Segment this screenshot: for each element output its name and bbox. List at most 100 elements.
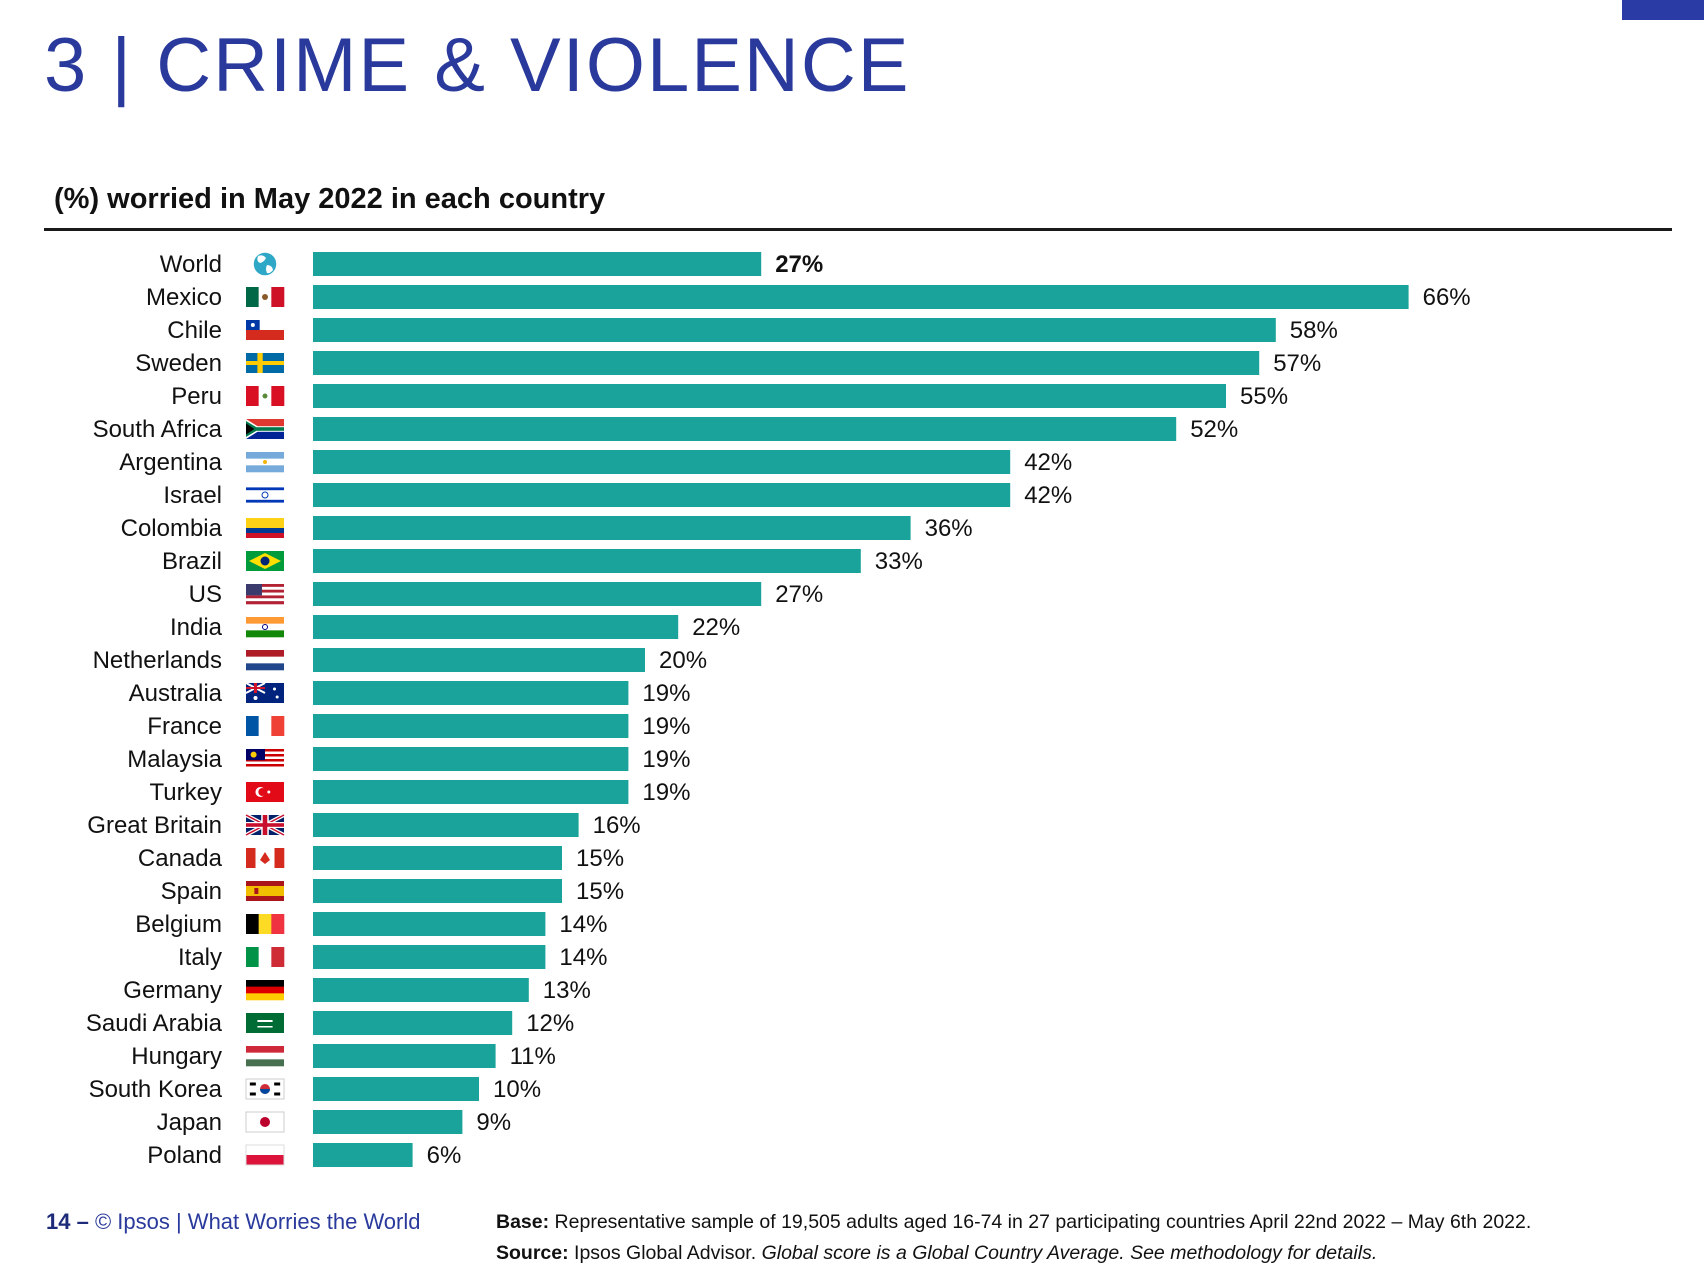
chart-subtitle: (%) worried in May 2022 in each country	[54, 183, 606, 215]
flag-brazil-icon	[246, 551, 284, 571]
value-label: 16%	[593, 812, 641, 839]
category-label: Germany	[123, 977, 222, 1004]
base-text: Representative sample of 19,505 adults a…	[554, 1211, 1532, 1233]
category-label: Poland	[147, 1142, 222, 1169]
category-label: India	[170, 614, 223, 641]
value-label: 58%	[1290, 317, 1338, 344]
value-label: 42%	[1024, 449, 1072, 476]
bar-chart: World 27% Mexico 66% Chile 58% Sweden 57% Peru 55…	[86, 251, 1471, 1169]
bar	[313, 714, 629, 738]
bar	[313, 384, 1226, 408]
chart-row: US 27%	[189, 581, 824, 608]
bar	[313, 681, 629, 705]
source-methodology-note: Global score is a Global Country Average…	[761, 1242, 1378, 1264]
value-label: 6%	[427, 1142, 462, 1169]
page-title: 3 | CRIME & VIOLENCE	[44, 23, 911, 108]
category-label: South Africa	[93, 416, 223, 443]
bar	[313, 252, 762, 276]
bar	[313, 1044, 496, 1068]
bar	[313, 846, 562, 870]
flag-poland-icon	[245, 1144, 285, 1166]
chart-row: Italy 14%	[178, 944, 607, 971]
bar	[313, 747, 629, 771]
category-label: US	[189, 581, 222, 608]
flag-colombia-icon	[246, 518, 284, 538]
base-label: Base:	[496, 1211, 550, 1233]
chart-row: Colombia 36%	[121, 515, 973, 542]
footer-credit: 14 – © Ipsos | What Worries the World	[46, 1209, 421, 1235]
category-label: Belgium	[135, 911, 222, 938]
category-label: Hungary	[131, 1043, 222, 1070]
chart-row: Brazil 33%	[162, 548, 923, 575]
flag-netherlands-icon	[246, 650, 284, 671]
chart-row: Peru 55%	[171, 383, 1288, 410]
flag-argentina-icon	[246, 452, 284, 473]
bar	[313, 417, 1177, 441]
bar	[313, 1143, 413, 1167]
chart-row: Spain 15%	[161, 878, 624, 905]
value-label: 14%	[559, 944, 607, 971]
value-label: 10%	[493, 1076, 541, 1103]
chart-row: South Korea 10%	[89, 1076, 541, 1103]
chart-row: Netherlands 20%	[93, 647, 707, 674]
flag-peru-icon	[246, 386, 285, 406]
value-label: 19%	[642, 746, 690, 773]
value-label: 42%	[1024, 482, 1072, 509]
chart-row: Belgium 14%	[135, 911, 607, 938]
value-label: 55%	[1240, 383, 1288, 410]
flag-south-korea-icon	[245, 1078, 285, 1100]
flag-us-icon	[246, 584, 284, 605]
flag-spain-icon	[246, 881, 284, 901]
category-label: Turkey	[150, 779, 222, 806]
bar	[313, 945, 546, 969]
chart-row: Canada 15%	[138, 845, 624, 872]
value-label: 27%	[775, 581, 823, 608]
value-label: 11%	[510, 1043, 556, 1070]
value-label: 14%	[559, 911, 607, 938]
title-divider	[44, 228, 1672, 231]
flag-germany-icon	[246, 980, 284, 1001]
category-label: Colombia	[121, 515, 223, 542]
bar	[313, 1011, 513, 1035]
chart-row: France 19%	[147, 713, 690, 740]
flag-india-icon	[246, 617, 284, 638]
flag-italy-icon	[246, 947, 285, 967]
value-label: 15%	[576, 878, 624, 905]
bar	[313, 351, 1260, 375]
value-label: 15%	[576, 845, 624, 872]
chart-row: Great Britain 16%	[87, 812, 640, 839]
bar	[313, 780, 629, 804]
category-label: Chile	[167, 317, 222, 344]
value-label: 19%	[642, 779, 690, 806]
chart-row: Australia 19%	[129, 680, 691, 707]
flag-saudi-arabia-icon	[246, 1013, 284, 1033]
value-label: 19%	[642, 713, 690, 740]
category-label: Israel	[163, 482, 222, 509]
bar	[313, 516, 911, 540]
flag-south-africa-icon	[246, 419, 284, 439]
value-label: 66%	[1423, 284, 1471, 311]
category-label: Saudi Arabia	[86, 1010, 223, 1037]
footer-notes: Base: Representative sample of 19,505 ad…	[496, 1207, 1531, 1269]
value-label: 13%	[543, 977, 591, 1004]
category-label: France	[147, 713, 222, 740]
chart-row: Hungary 11%	[131, 1043, 556, 1070]
category-label: Netherlands	[93, 647, 222, 674]
value-label: 12%	[526, 1010, 574, 1037]
bar	[313, 582, 762, 606]
chart-row: World 27%	[160, 251, 823, 278]
value-label: 36%	[925, 515, 973, 542]
value-label: 20%	[659, 647, 707, 674]
flag-sweden-icon	[246, 353, 284, 373]
value-label: 19%	[642, 680, 690, 707]
bar	[313, 450, 1011, 474]
bar	[313, 1110, 463, 1134]
bar	[313, 549, 861, 573]
flag-belgium-icon	[246, 914, 285, 934]
bar	[313, 912, 546, 936]
chart-row: Argentina 42%	[119, 449, 1072, 476]
source-note: Source: Ipsos Global Advisor. Global sco…	[496, 1238, 1531, 1269]
category-label: South Korea	[89, 1076, 223, 1103]
source-text: Ipsos Global Advisor.	[574, 1242, 757, 1264]
chart-row: Saudi Arabia 12%	[86, 1010, 574, 1037]
